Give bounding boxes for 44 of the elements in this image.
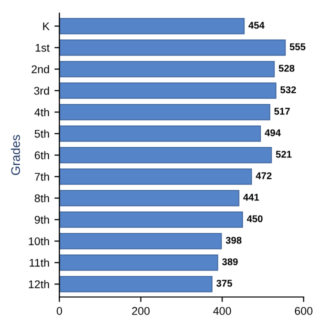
bar bbox=[59, 39, 286, 56]
y-tick-label: 7th bbox=[34, 172, 49, 181]
bar bbox=[59, 82, 276, 99]
y-tick-label: 2nd bbox=[32, 65, 49, 74]
x-tick-label: 200 bbox=[132, 307, 150, 315]
y-tick-label: 5th bbox=[34, 130, 49, 138]
data-label: 532 bbox=[280, 86, 296, 94]
y-tick-label: 8th bbox=[34, 194, 49, 202]
data-label: 398 bbox=[226, 236, 242, 244]
y-tick-label: 11th bbox=[30, 258, 49, 267]
y-tick-label: K bbox=[43, 22, 50, 30]
y-tick-label: 1st bbox=[36, 44, 50, 52]
data-label: 450 bbox=[246, 215, 263, 222]
bar bbox=[59, 60, 275, 78]
bar bbox=[59, 254, 218, 271]
y-tick-label: 6th bbox=[34, 151, 49, 160]
y-tick-label: 12th bbox=[28, 280, 49, 288]
y-tick-label: 4th bbox=[34, 108, 49, 116]
data-label: 521 bbox=[276, 150, 292, 158]
data-label: 375 bbox=[216, 280, 232, 287]
bar bbox=[59, 190, 240, 206]
bar bbox=[59, 232, 222, 250]
data-label: 528 bbox=[278, 64, 294, 72]
x-tick-label: 600 bbox=[294, 307, 312, 315]
data-label: 389 bbox=[222, 258, 238, 266]
data-label: 494 bbox=[264, 129, 281, 136]
x-tick-label: 400 bbox=[213, 307, 232, 315]
bar bbox=[59, 276, 212, 292]
bar bbox=[59, 18, 245, 34]
y-tick-label: 3rd bbox=[34, 86, 49, 95]
x-tick-label: 0 bbox=[56, 307, 62, 315]
bar bbox=[59, 125, 261, 142]
data-label: 472 bbox=[256, 172, 272, 180]
data-label: 454 bbox=[248, 22, 265, 29]
data-label: 555 bbox=[290, 43, 306, 50]
bar bbox=[59, 104, 270, 120]
data-label: 517 bbox=[274, 108, 290, 115]
data-label: 441 bbox=[243, 194, 260, 201]
bar bbox=[59, 211, 243, 228]
bar bbox=[59, 146, 272, 164]
y-tick-label: 9th bbox=[34, 216, 49, 224]
bar bbox=[59, 168, 252, 185]
y-axis-title: Grades bbox=[10, 135, 20, 175]
y-tick-label: 10th bbox=[28, 237, 49, 246]
